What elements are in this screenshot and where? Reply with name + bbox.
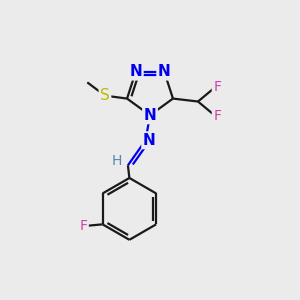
Text: N: N xyxy=(143,133,155,148)
Text: F: F xyxy=(213,109,221,123)
Text: S: S xyxy=(100,88,110,103)
Text: N: N xyxy=(129,64,142,79)
Text: F: F xyxy=(80,219,88,233)
Text: F: F xyxy=(213,80,221,94)
Text: N: N xyxy=(144,108,156,123)
Text: N: N xyxy=(158,64,171,79)
Text: H: H xyxy=(112,154,122,168)
